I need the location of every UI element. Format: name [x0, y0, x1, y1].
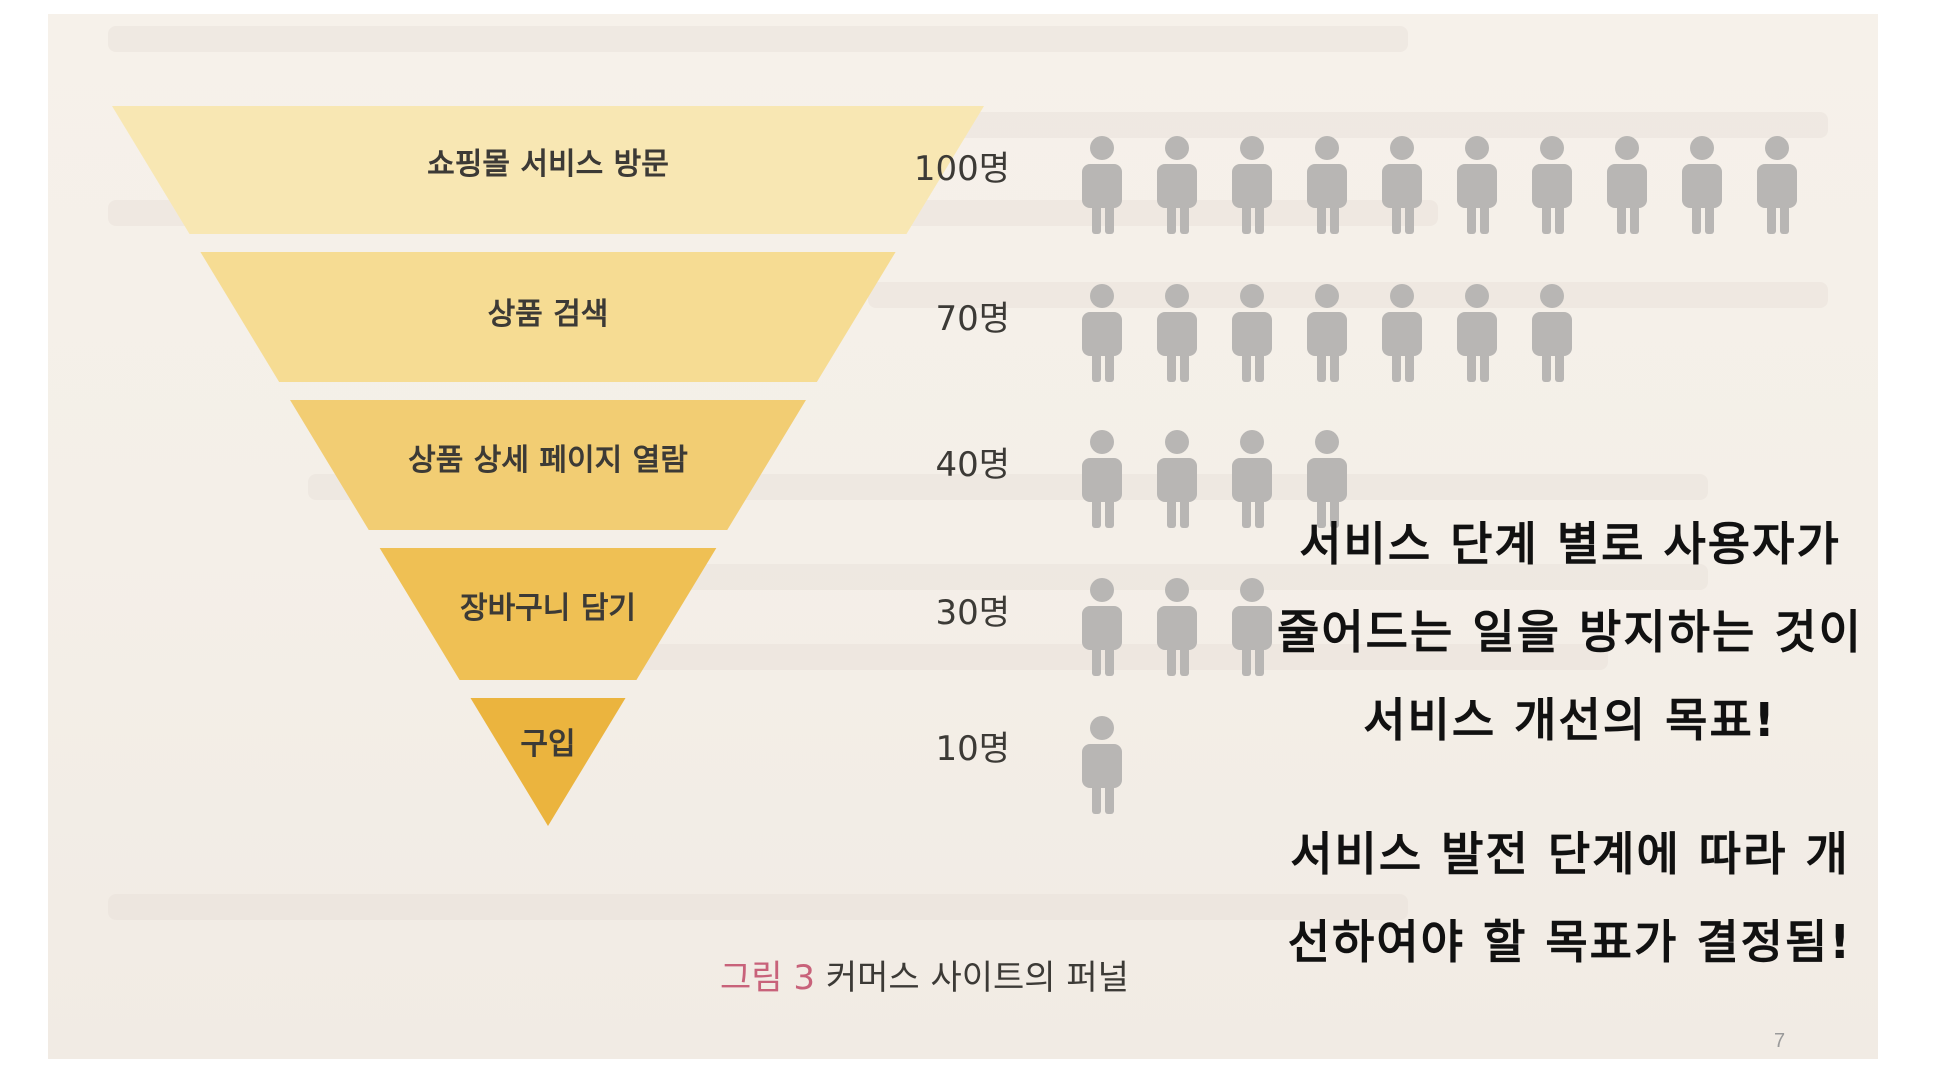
person-icon	[1607, 136, 1647, 234]
bleed-through-line	[868, 282, 1828, 308]
count-search: 70명	[935, 299, 1010, 339]
person-icon	[1307, 136, 1347, 234]
caption-text: 커머스 사이트의 퍼널	[825, 958, 1129, 998]
person-icon	[1682, 136, 1722, 234]
person-icon	[1457, 136, 1497, 234]
funnel-stage-label-visit: 쇼핑몰 서비스 방문	[427, 147, 669, 182]
count-detail: 40명	[935, 445, 1010, 485]
person-icon	[1757, 136, 1797, 234]
bleed-through-line	[108, 26, 1408, 52]
goal-note: 서비스 단계 별로 사용자가 줄어드는 일을 방지하는 것이 서비스 개선의 목…	[1230, 500, 1910, 764]
figure-caption: 그림 3 커머스 사이트의 퍼널	[720, 950, 1129, 999]
person-icon	[1232, 136, 1272, 234]
funnel-band	[200, 252, 896, 382]
page-number: 7	[1774, 1030, 1786, 1052]
person-icon	[1457, 284, 1497, 382]
person-icon	[1082, 284, 1122, 382]
goal-note-line: 서비스 단계 별로 사용자가	[1299, 517, 1841, 571]
bleed-through-line	[608, 564, 1708, 590]
person-icon	[1232, 284, 1272, 382]
person-icon	[1532, 284, 1572, 382]
person-icon	[1382, 284, 1422, 382]
funnel-stage-label-purchase: 구입	[520, 727, 576, 762]
person-icon	[1382, 136, 1422, 234]
funnel-band	[290, 400, 806, 530]
funnel-stage-label-search: 상품 검색	[487, 297, 609, 332]
bleed-through-line	[108, 894, 1408, 920]
person-icon	[1157, 136, 1197, 234]
count-visit: 100명	[913, 149, 1010, 189]
goal-note-line: 줄어드는 일을 방지하는 것이	[1277, 605, 1863, 659]
person-icon	[1082, 716, 1122, 814]
person-icon	[1157, 430, 1197, 528]
caption-number: 그림 3	[720, 958, 815, 998]
bleed-through-line	[868, 112, 1828, 138]
stage-note-line: 서비스 발전 단계에 따라 개	[1290, 827, 1850, 881]
person-icon	[1157, 578, 1197, 676]
funnel-stage-label-cart: 장바구니 담기	[459, 591, 637, 626]
person-icon	[1082, 430, 1122, 528]
person-icon	[1232, 430, 1272, 528]
person-icon	[1082, 578, 1122, 676]
person-icon	[1532, 136, 1572, 234]
count-purchase: 10명	[935, 729, 1010, 769]
funnel-band	[379, 548, 717, 680]
stage-note: 서비스 발전 단계에 따라 개 선하여야 할 목표가 결정됨!	[1230, 810, 1910, 986]
funnel-stage-label-detail: 상품 상세 페이지 열람	[408, 443, 688, 478]
count-cart: 30명	[935, 593, 1010, 633]
person-icon	[1307, 284, 1347, 382]
funnel-band	[112, 106, 984, 234]
funnel-band	[470, 698, 626, 826]
goal-note-line: 서비스 개선의 목표!	[1363, 693, 1777, 747]
person-icon	[1232, 578, 1272, 676]
person-icon	[1082, 136, 1122, 234]
person-icon	[1307, 430, 1347, 528]
stage-note-line: 선하여야 할 목표가 결정됨!	[1287, 915, 1853, 969]
person-icon	[1157, 284, 1197, 382]
